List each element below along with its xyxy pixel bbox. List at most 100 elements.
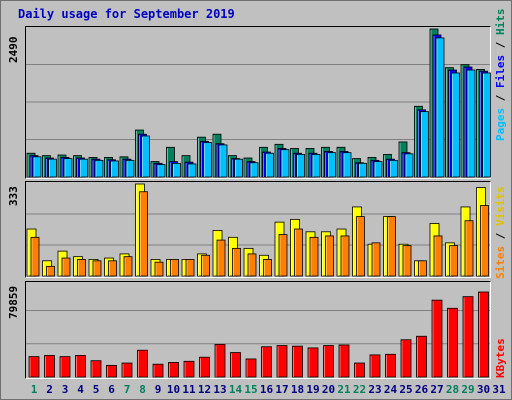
bar-pages-day-2 — [48, 158, 57, 178]
bar-kbytes-day-29 — [462, 296, 474, 378]
bar-sites-day-1 — [30, 236, 40, 277]
bar-kbytes-day-30 — [478, 291, 489, 378]
bar-sites-day-2 — [46, 265, 55, 277]
bar-kbytes-day-22 — [354, 362, 365, 378]
chart-title: Daily usage for September 2019 — [18, 7, 235, 21]
bar-sites-day-18 — [294, 228, 303, 277]
bar-pages-day-24 — [389, 159, 398, 178]
x-tick-label-29: 29 — [461, 383, 475, 396]
bar-pages-day-16 — [265, 152, 274, 178]
bar-sites-day-16 — [263, 259, 272, 277]
x-tick-label-8: 8 — [139, 383, 146, 396]
bar-pages-day-8 — [141, 135, 150, 178]
bar-sites-day-17 — [278, 234, 288, 277]
bar-sites-day-28 — [449, 245, 458, 277]
bar-pages-day-20 — [327, 152, 336, 178]
bar-sites-day-8 — [139, 191, 148, 277]
bar-sites-day-22 — [356, 216, 365, 277]
bar-sites-day-23 — [371, 242, 381, 277]
bar-pages-day-3 — [63, 158, 73, 178]
bar-pages-day-9 — [156, 164, 166, 178]
bar-kbytes-day-25 — [400, 339, 412, 378]
bar-sites-day-11 — [185, 259, 195, 277]
bar-pages-day-1 — [32, 156, 42, 178]
bar-pages-day-25 — [404, 153, 414, 178]
bar-pages-day-4 — [79, 158, 88, 178]
bar-kbytes-day-23 — [369, 354, 381, 378]
x-tick-label-25: 25 — [399, 383, 413, 396]
bar-kbytes-day-27 — [431, 299, 443, 378]
bar-kbytes-day-15 — [245, 358, 257, 378]
bar-kbytes-day-9 — [152, 363, 164, 378]
x-tick-label-23: 23 — [368, 383, 382, 396]
bar-pages-day-22 — [358, 162, 367, 178]
bar-kbytes-day-12 — [199, 356, 210, 378]
x-tick-label-12: 12 — [197, 383, 212, 396]
x-tick-label-18: 18 — [290, 383, 305, 396]
x-tick-label-11: 11 — [182, 383, 196, 396]
bar-pages-day-6 — [110, 160, 119, 178]
bar-sites-day-21 — [340, 235, 350, 277]
bar-kbytes-day-24 — [385, 353, 396, 378]
x-tick-label-1: 1 — [30, 383, 38, 396]
bar-kbytes-day-26 — [416, 335, 427, 378]
bar-sites-day-25 — [402, 245, 412, 277]
bar-sites-day-14 — [232, 247, 241, 277]
x-tick-label-2: 2 — [46, 383, 53, 396]
bar-pages-day-23 — [373, 161, 383, 178]
x-tick-label-4: 4 — [77, 383, 84, 396]
x-tick-label-21: 21 — [337, 383, 351, 396]
x-tick-label-13: 13 — [213, 383, 227, 396]
x-tick-label-19: 19 — [306, 383, 320, 396]
bar-pages-day-10 — [172, 162, 181, 178]
bar-sites-day-29 — [464, 220, 474, 277]
bar-kbytes-day-2 — [44, 355, 55, 378]
bar-kbytes-day-14 — [230, 352, 241, 378]
bar-sites-day-10 — [170, 259, 179, 277]
bar-kbytes-day-5 — [90, 360, 102, 378]
bar-pages-day-30 — [482, 72, 491, 178]
bar-pages-day-14 — [234, 158, 243, 178]
bar-pages-day-7 — [125, 159, 135, 178]
bar-kbytes-day-8 — [137, 349, 148, 378]
bar-sites-day-26 — [418, 260, 427, 277]
bar-pages-day-27 — [435, 37, 445, 178]
bar-sites-day-5 — [92, 260, 102, 277]
bar-sites-day-24 — [387, 216, 396, 277]
x-tick-label-24: 24 — [383, 383, 398, 396]
bar-sites-day-4 — [77, 259, 86, 277]
x-tick-label-10: 10 — [166, 383, 181, 396]
bar-kbytes-day-16 — [261, 346, 272, 378]
bar-pages-day-12 — [203, 142, 212, 178]
bar-pages-day-13 — [218, 144, 228, 178]
x-tick-label-15: 15 — [244, 383, 258, 396]
bar-pages-day-19 — [311, 154, 321, 178]
bar-kbytes-day-10 — [168, 362, 179, 378]
bar-kbytes-day-1 — [28, 356, 40, 378]
bar-pages-day-18 — [296, 154, 305, 178]
bar-kbytes-day-13 — [214, 343, 226, 378]
bar-pages-day-15 — [249, 162, 259, 178]
bar-kbytes-day-21 — [338, 344, 350, 378]
bar-pages-day-21 — [342, 152, 352, 178]
x-tick-label-14: 14 — [228, 383, 243, 396]
bar-kbytes-day-3 — [59, 356, 71, 378]
x-tick-label-9: 9 — [154, 383, 162, 396]
x-tick-label-7: 7 — [123, 383, 131, 396]
bar-pages-day-26 — [420, 111, 429, 178]
bar-sites-day-15 — [247, 253, 257, 277]
x-tick-label-26: 26 — [414, 383, 429, 396]
x-tick-label-20: 20 — [321, 383, 336, 396]
x-tick-label-22: 22 — [352, 383, 367, 396]
x-tick-label-28: 28 — [445, 383, 460, 396]
bar-sites-day-12 — [201, 254, 210, 277]
bar-kbytes-day-19 — [307, 347, 319, 378]
bar-pages-day-17 — [280, 149, 290, 178]
bar-sites-day-9 — [154, 261, 164, 277]
bar-kbytes-day-18 — [292, 345, 303, 378]
bar-sites-day-20 — [325, 235, 334, 277]
x-tick-label-5: 5 — [92, 383, 100, 396]
bar-kbytes-day-4 — [75, 355, 86, 378]
